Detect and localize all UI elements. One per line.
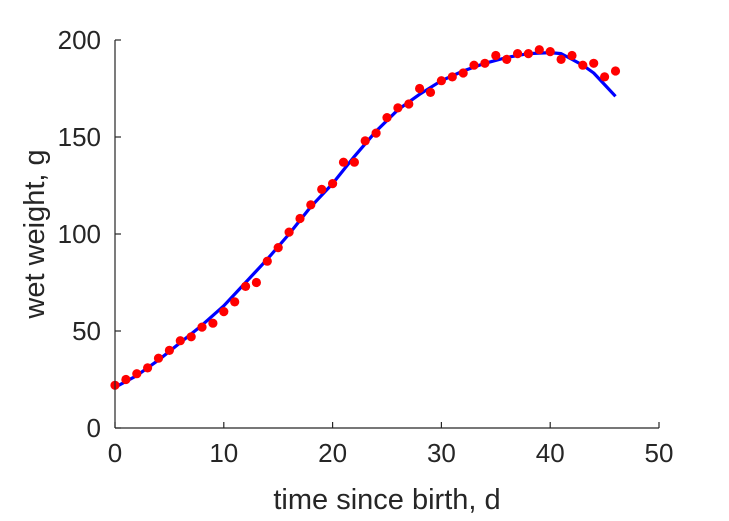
data-point [338,157,349,167]
axes: 0 10 20 30 40 50 0 50 100 150 200 [58,25,674,468]
data-point [393,103,403,113]
x-tick-label: 50 [645,438,674,468]
data-point [219,307,229,317]
data-point [415,83,425,94]
data-point [447,72,457,82]
y-axis-label: wet weight, g [19,149,51,319]
data-point [480,58,490,68]
data-point [404,99,414,109]
data-point [164,345,174,355]
y-tick-label: 0 [87,413,101,443]
data-point [153,353,164,363]
x-tick-label: 20 [318,438,347,468]
data-point [567,50,577,61]
data-point [371,128,381,138]
data-point [436,76,446,86]
data-point [458,68,468,78]
x-axis-label: time since birth, d [273,484,500,516]
data-point [360,136,370,146]
data-point [534,45,544,55]
data-point [425,87,436,97]
data-point [132,369,142,379]
data-point [523,49,534,59]
data-point [545,47,555,57]
data-point [328,179,338,189]
y-tick-label: 50 [72,316,101,346]
plot-area [110,45,621,390]
data-point [143,363,153,373]
data-point [349,157,359,167]
data-point [121,374,131,385]
data-point [197,322,207,332]
data-point [186,332,196,342]
data-point [502,54,512,64]
data-point [589,58,599,68]
data-point [600,72,610,82]
x-tick-label: 30 [427,438,456,468]
data-point [295,213,305,224]
data-point [251,277,261,288]
data-point [241,281,251,291]
x-tick-label: 40 [536,438,565,468]
data-point [175,336,185,346]
data-point [273,243,283,253]
data-point [469,60,479,70]
x-tick-label: 10 [209,438,238,468]
data-point [317,184,327,194]
y-tick-label: 150 [58,122,101,152]
data-point [208,318,218,328]
data-point [491,50,501,61]
y-tick-label: 200 [58,25,101,55]
y-tick-label: 100 [58,219,101,249]
data-point [610,66,621,76]
data-point [556,54,566,64]
data-point [230,297,240,307]
data-point [284,227,294,237]
data-point [578,60,588,70]
x-tick-label: 0 [108,438,122,468]
data-point [262,256,272,266]
data-point [382,113,392,123]
data-point [513,49,523,59]
data-point [306,200,316,210]
